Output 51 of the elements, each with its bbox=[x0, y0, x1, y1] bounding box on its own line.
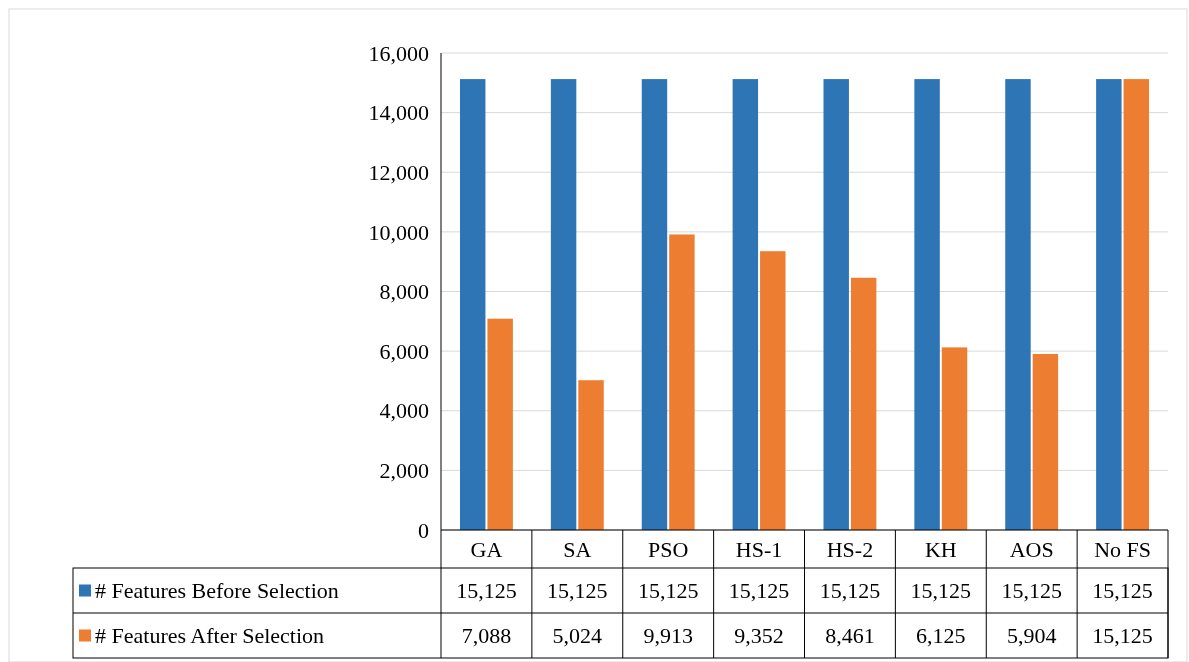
x-tick-label: AOS bbox=[1009, 536, 1054, 562]
data-label: 15,125 bbox=[637, 578, 699, 604]
bar bbox=[669, 234, 695, 530]
y-tick-label: 2,000 bbox=[379, 458, 429, 484]
bar bbox=[487, 318, 513, 530]
y-tick-label: 14,000 bbox=[368, 100, 429, 126]
data-label: 15,125 bbox=[1001, 578, 1062, 604]
bar bbox=[578, 380, 604, 530]
x-tick-label: SA bbox=[563, 536, 592, 562]
legend-label: # Features After Selection bbox=[95, 623, 325, 649]
y-tick-label: 12,000 bbox=[368, 159, 429, 185]
data-label: 15,125 bbox=[819, 578, 881, 604]
bar bbox=[459, 79, 486, 530]
x-tick-label: KH bbox=[924, 536, 957, 562]
bar bbox=[641, 79, 668, 530]
data-label: 6,125 bbox=[916, 623, 966, 649]
data-label: 15,125 bbox=[547, 578, 608, 604]
bar bbox=[850, 277, 877, 530]
data-label: 5,904 bbox=[1006, 623, 1057, 649]
data-label: 5,024 bbox=[552, 623, 603, 649]
data-label: 15,125 bbox=[910, 578, 972, 604]
data-label: 9,352 bbox=[734, 623, 784, 649]
bar bbox=[1032, 353, 1059, 530]
y-tick-label: 10,000 bbox=[368, 219, 429, 245]
y-tick-label: 16,000 bbox=[368, 40, 429, 66]
y-tick-label: 0 bbox=[418, 517, 429, 543]
data-label: 15,125 bbox=[1092, 623, 1153, 649]
bar bbox=[760, 251, 786, 530]
x-tick-label: GA bbox=[470, 536, 503, 562]
data-label: 8,461 bbox=[825, 623, 875, 649]
bar bbox=[1005, 79, 1031, 530]
data-label: 15,125 bbox=[1092, 578, 1153, 604]
bar bbox=[823, 79, 849, 530]
bar bbox=[1096, 79, 1122, 530]
legend-label: # Features Before Selection bbox=[95, 578, 339, 604]
data-label: 15,125 bbox=[728, 578, 790, 604]
x-tick-label: No FS bbox=[1094, 536, 1151, 562]
bar bbox=[1123, 79, 1149, 530]
data-label: 7,088 bbox=[461, 623, 512, 649]
bar bbox=[941, 347, 968, 530]
y-tick-label: 8,000 bbox=[379, 279, 429, 305]
x-tick-label: PSO bbox=[648, 536, 689, 562]
x-tick-label: HS-2 bbox=[826, 536, 874, 562]
x-tick-label: HS-1 bbox=[735, 536, 783, 562]
bar bbox=[732, 79, 759, 530]
data-label: 9,913 bbox=[643, 623, 693, 649]
bar bbox=[550, 79, 577, 530]
y-tick-label: 6,000 bbox=[379, 338, 429, 364]
bar bbox=[914, 79, 940, 530]
y-tick-label: 4,000 bbox=[379, 398, 429, 424]
data-label: 15,125 bbox=[456, 578, 517, 604]
